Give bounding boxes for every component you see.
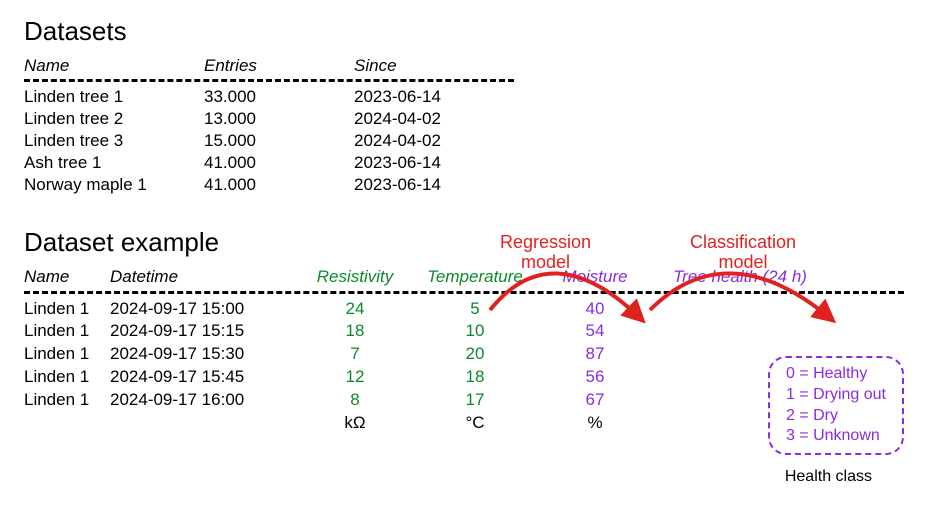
col-header-name: Name bbox=[24, 266, 110, 289]
legend-item: 1 = Drying out bbox=[786, 385, 886, 406]
col-header-entries: Entries bbox=[204, 55, 354, 77]
health-class-legend: 0 = Healthy 1 = Drying out 2 = Dry 3 = U… bbox=[768, 356, 904, 455]
unit-moisture: % bbox=[540, 412, 650, 435]
table-row: Linden 12024-09-17 15:15181054 bbox=[24, 320, 908, 343]
datasets-header-row: Name Entries Since bbox=[24, 55, 908, 77]
cell: 54 bbox=[540, 320, 650, 343]
cell: Linden 1 bbox=[24, 320, 110, 343]
unit-resistivity: kΩ bbox=[300, 412, 410, 435]
cell-since: 2023-06-14 bbox=[354, 174, 514, 196]
cell: 5 bbox=[410, 298, 540, 321]
cell-entries: 15.000 bbox=[204, 130, 354, 152]
col-header-resistivity: Resistivity bbox=[300, 266, 410, 289]
legend-caption: Health class bbox=[785, 468, 872, 486]
cell: Linden 1 bbox=[24, 389, 110, 412]
cell: 2024-09-17 15:15 bbox=[110, 320, 300, 343]
cell: 67 bbox=[540, 389, 650, 412]
datasets-title: Datasets bbox=[24, 16, 908, 47]
cell: Linden 1 bbox=[24, 366, 110, 389]
cell: Linden 1 bbox=[24, 343, 110, 366]
cell: 7 bbox=[300, 343, 410, 366]
unit-temperature: °C bbox=[410, 412, 540, 435]
col-header-name: Name bbox=[24, 55, 204, 77]
cell-name: Linden tree 2 bbox=[24, 108, 204, 130]
table-row: Linden tree 133.0002023-06-14 bbox=[24, 86, 908, 108]
cell-name: Linden tree 3 bbox=[24, 130, 204, 152]
legend-item: 2 = Dry bbox=[786, 406, 886, 427]
cell: 2024-09-17 16:00 bbox=[110, 389, 300, 412]
cell bbox=[650, 320, 830, 343]
cell bbox=[650, 298, 830, 321]
cell-since: 2024-04-02 bbox=[354, 108, 514, 130]
classification-label: Classification model bbox=[690, 233, 796, 273]
regression-label: Regression model bbox=[500, 233, 591, 273]
cell: 2024-09-17 15:00 bbox=[110, 298, 300, 321]
cell: 10 bbox=[410, 320, 540, 343]
col-header-since: Since bbox=[354, 55, 514, 77]
cell-since: 2023-06-14 bbox=[354, 152, 514, 174]
cell: 18 bbox=[410, 366, 540, 389]
example-divider bbox=[24, 291, 904, 294]
cell: 2024-09-17 15:45 bbox=[110, 366, 300, 389]
cell-name: Norway maple 1 bbox=[24, 174, 204, 196]
table-row: Linden 12024-09-17 15:0024540 bbox=[24, 298, 908, 321]
cell: 8 bbox=[300, 389, 410, 412]
cell: 18 bbox=[300, 320, 410, 343]
cell: 87 bbox=[540, 343, 650, 366]
cell-name: Linden tree 1 bbox=[24, 86, 204, 108]
cell-since: 2023-06-14 bbox=[354, 86, 514, 108]
datasets-section: Datasets Name Entries Since Linden tree … bbox=[24, 16, 908, 197]
cell-entries: 13.000 bbox=[204, 108, 354, 130]
table-row: Norway maple 141.0002023-06-14 bbox=[24, 174, 908, 196]
cell: 24 bbox=[300, 298, 410, 321]
cell: Linden 1 bbox=[24, 298, 110, 321]
table-row: Linden tree 213.0002024-04-02 bbox=[24, 108, 908, 130]
cell-name: Ash tree 1 bbox=[24, 152, 204, 174]
cell: 56 bbox=[540, 366, 650, 389]
datasets-divider bbox=[24, 79, 514, 82]
cell-entries: 33.000 bbox=[204, 86, 354, 108]
datasets-rows: Linden tree 133.0002023-06-14Linden tree… bbox=[24, 86, 908, 196]
legend-item: 0 = Healthy bbox=[786, 364, 886, 385]
cell-entries: 41.000 bbox=[204, 152, 354, 174]
cell-entries: 41.000 bbox=[204, 174, 354, 196]
cell: 20 bbox=[410, 343, 540, 366]
cell-since: 2024-04-02 bbox=[354, 130, 514, 152]
table-row: Ash tree 141.0002023-06-14 bbox=[24, 152, 908, 174]
cell: 12 bbox=[300, 366, 410, 389]
cell: 2024-09-17 15:30 bbox=[110, 343, 300, 366]
cell: 17 bbox=[410, 389, 540, 412]
table-row: Linden tree 315.0002024-04-02 bbox=[24, 130, 908, 152]
cell: 40 bbox=[540, 298, 650, 321]
col-header-datetime: Datetime bbox=[110, 266, 300, 289]
legend-item: 3 = Unknown bbox=[786, 426, 886, 447]
